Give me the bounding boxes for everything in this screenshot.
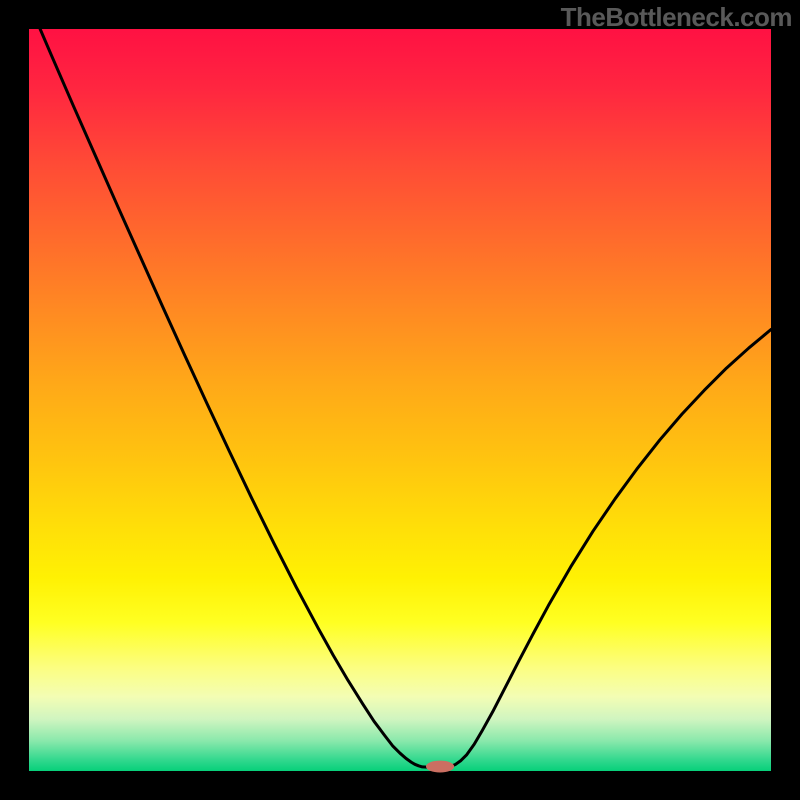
bottleneck-curve-chart [0, 0, 800, 800]
watermark-text: TheBottleneck.com [561, 2, 792, 33]
optimum-marker [426, 761, 454, 773]
chart-frame: TheBottleneck.com [0, 0, 800, 800]
chart-background [29, 29, 771, 771]
